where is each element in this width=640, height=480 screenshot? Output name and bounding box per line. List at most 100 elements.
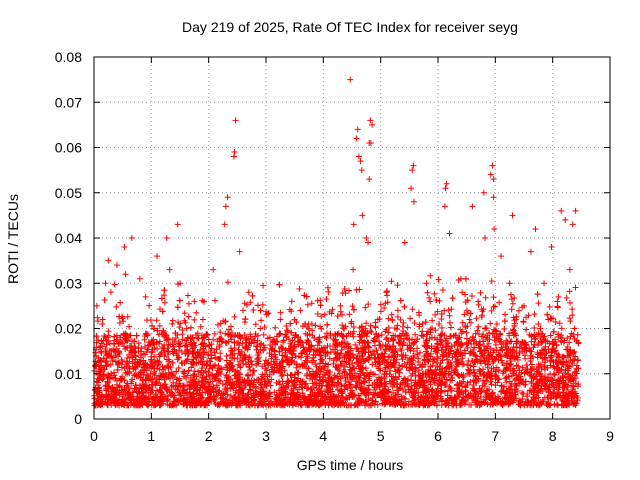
- data-point: [399, 356, 406, 363]
- data-point: [553, 341, 560, 348]
- data-point: [558, 332, 565, 339]
- data-point: [353, 378, 360, 385]
- data-point: [569, 306, 576, 313]
- data-point: [389, 336, 396, 343]
- data-point: [247, 358, 254, 365]
- data-point: [217, 350, 224, 357]
- data-point: [481, 343, 488, 349]
- data-point: [344, 340, 351, 347]
- data-point: [241, 332, 248, 339]
- data-point: [498, 388, 505, 395]
- data-point: [289, 351, 296, 358]
- data-point: [119, 358, 126, 365]
- data-point: [212, 297, 219, 304]
- data-point: [236, 350, 243, 357]
- data-point: [459, 361, 466, 368]
- data-point: [371, 371, 378, 378]
- data-point: [402, 395, 409, 402]
- data-point: [242, 315, 249, 322]
- data-point: [319, 391, 326, 398]
- data-point: [459, 289, 466, 296]
- data-point: [509, 347, 516, 354]
- data-point: [471, 351, 478, 358]
- data-point: [194, 382, 201, 389]
- data-point: [349, 303, 356, 310]
- data-point: [533, 389, 540, 396]
- data-point: [448, 306, 455, 313]
- data-point: [342, 378, 349, 385]
- data-point: [488, 307, 495, 314]
- data-point: [278, 373, 285, 380]
- data-point: [368, 329, 375, 336]
- data-point: [338, 347, 345, 354]
- data-point: [217, 329, 224, 336]
- data-point: [146, 302, 153, 309]
- data-point: [490, 294, 497, 301]
- data-point: [241, 318, 248, 325]
- grid-lines: [94, 57, 610, 419]
- data-point: [339, 322, 346, 329]
- data-point: [530, 353, 537, 360]
- data-point: [467, 378, 474, 385]
- data-point: [520, 318, 527, 325]
- data-point: [454, 381, 461, 388]
- data-point: [240, 360, 247, 367]
- data-point: [435, 276, 442, 283]
- data-point: [417, 349, 424, 356]
- data-point: [434, 355, 441, 362]
- data-point: [107, 289, 114, 296]
- data-point: [517, 373, 524, 380]
- data-point: [463, 307, 470, 314]
- data-point: [554, 298, 561, 305]
- data-point: [261, 324, 268, 331]
- data-point: [388, 278, 395, 285]
- data-point: [211, 330, 218, 337]
- data-point: [427, 298, 434, 305]
- data-point: [446, 383, 453, 390]
- data-point: [365, 301, 372, 308]
- data-point: [559, 373, 566, 380]
- data-point: [204, 331, 211, 338]
- data-point: [485, 340, 492, 347]
- data-point: [546, 303, 553, 310]
- data-point: [533, 376, 540, 383]
- data-point: [105, 328, 112, 335]
- data-point: [314, 310, 321, 317]
- data-point: [319, 376, 326, 383]
- data-point: [487, 320, 494, 327]
- data-point: [175, 365, 182, 372]
- data-point: [464, 361, 471, 368]
- data-point: [566, 315, 573, 322]
- data-point: [499, 387, 506, 394]
- data-point: [377, 308, 384, 315]
- data-point: [387, 367, 394, 374]
- data-point: [207, 376, 214, 383]
- data-point: [487, 345, 494, 352]
- data-point: [258, 317, 265, 324]
- data-point: [392, 368, 399, 375]
- data-point: [493, 320, 500, 327]
- data-point: [179, 360, 186, 367]
- data-point: [498, 382, 505, 389]
- data-point: [384, 299, 391, 306]
- data-point: [152, 372, 159, 379]
- data-point: [312, 322, 319, 329]
- data-point: [560, 362, 567, 369]
- data-point: [508, 306, 515, 313]
- data-points: [91, 76, 582, 409]
- data-point: [495, 367, 502, 374]
- data-point: [432, 327, 439, 334]
- data-point: [567, 318, 574, 325]
- data-point: [463, 329, 470, 336]
- data-point: [363, 320, 370, 327]
- data-point: [424, 289, 431, 296]
- data-point: [183, 325, 190, 332]
- data-point: [238, 348, 245, 355]
- data-point: [429, 325, 436, 332]
- data-point: [337, 308, 344, 315]
- data-point: [272, 324, 279, 331]
- data-point: [505, 345, 512, 352]
- data-point: [227, 392, 234, 399]
- data-point: [471, 372, 478, 379]
